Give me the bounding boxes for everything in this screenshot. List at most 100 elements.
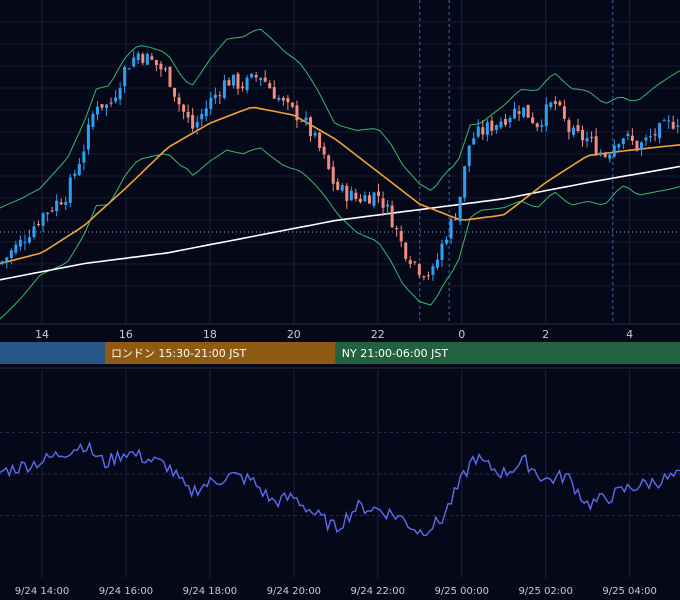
candle-body bbox=[250, 73, 254, 78]
candle-body bbox=[621, 138, 625, 145]
candle-body bbox=[399, 231, 403, 242]
candle-body bbox=[562, 106, 566, 119]
candle-body bbox=[100, 104, 104, 108]
candle-body bbox=[517, 111, 521, 114]
time-x-tick-label: 9/24 14:00 bbox=[15, 586, 69, 597]
candle-body bbox=[204, 108, 208, 117]
time-x-tick-label: 9/24 22:00 bbox=[351, 586, 405, 597]
candle-body bbox=[581, 129, 585, 141]
candle-body bbox=[132, 57, 136, 67]
candle-body bbox=[476, 126, 480, 137]
candle-body bbox=[268, 83, 272, 89]
candle-body bbox=[458, 196, 462, 222]
candle-body bbox=[241, 86, 245, 89]
time-x-tick-label: 9/25 00:00 bbox=[435, 586, 489, 597]
price-x-tick-label: 14 bbox=[35, 328, 49, 341]
candle-body bbox=[608, 154, 612, 159]
candle-body bbox=[349, 190, 353, 201]
candle-body bbox=[14, 244, 18, 253]
candle-body bbox=[626, 133, 630, 137]
moving-averages bbox=[0, 106, 680, 281]
candle-body bbox=[191, 114, 195, 129]
candle-body bbox=[585, 138, 589, 142]
candlesticks bbox=[0, 50, 680, 281]
candle-body bbox=[658, 123, 662, 139]
candle-body bbox=[141, 54, 145, 63]
time-x-tick-label: 9/24 16:00 bbox=[99, 586, 153, 597]
candle-body bbox=[603, 153, 607, 157]
candle-body bbox=[105, 104, 109, 109]
candle-body bbox=[5, 257, 9, 262]
candle-body bbox=[590, 136, 594, 138]
candle-body bbox=[218, 95, 222, 97]
candle-body bbox=[77, 163, 81, 175]
candle-body bbox=[612, 145, 616, 157]
price-x-tick-label: 18 bbox=[203, 328, 217, 341]
session-bar: ロンドン 15:30-21:00 JST NY 21:00-06:00 JST bbox=[0, 342, 680, 364]
candle-body bbox=[408, 260, 412, 264]
candle-body bbox=[639, 142, 643, 150]
candle-body bbox=[535, 123, 539, 128]
candle-body bbox=[494, 125, 498, 131]
candle-body bbox=[182, 104, 186, 112]
candle-body bbox=[599, 152, 603, 156]
candle-body bbox=[594, 136, 598, 155]
price-x-tick-label: 22 bbox=[371, 328, 385, 341]
candle-body bbox=[222, 80, 226, 98]
candle-body bbox=[23, 242, 27, 244]
candle-body bbox=[522, 107, 526, 117]
candle-body bbox=[336, 181, 340, 190]
candle-body bbox=[259, 77, 263, 81]
candle-body bbox=[322, 146, 326, 155]
oscillator-line bbox=[0, 441, 680, 537]
candle-body bbox=[454, 219, 458, 221]
candle-body bbox=[163, 68, 167, 70]
price-x-tick-label: 0 bbox=[458, 328, 465, 341]
candle-body bbox=[386, 204, 390, 207]
candle-body bbox=[313, 133, 317, 136]
candle-body bbox=[41, 213, 45, 226]
candle-body bbox=[540, 125, 544, 127]
candle-body bbox=[290, 102, 294, 107]
candle-body bbox=[445, 239, 449, 244]
oscillator-series-line bbox=[0, 441, 680, 537]
session-block bbox=[0, 342, 105, 364]
price-x-axis: 14 16 18 20 22 0 2 4 bbox=[35, 328, 633, 341]
candle-body bbox=[286, 98, 290, 103]
candle-body bbox=[413, 261, 417, 263]
candle-body bbox=[553, 101, 557, 104]
candle-body bbox=[558, 101, 562, 106]
candle-body bbox=[18, 239, 22, 247]
time-x-tick-label: 9/24 18:00 bbox=[183, 586, 237, 597]
candle-body bbox=[295, 105, 299, 121]
candle-body bbox=[231, 74, 235, 86]
candle-body bbox=[513, 108, 517, 119]
candle-body bbox=[186, 111, 190, 118]
candle-body bbox=[354, 192, 358, 199]
candle-body bbox=[367, 195, 371, 204]
candle-body bbox=[630, 135, 634, 141]
candle-body bbox=[272, 87, 276, 99]
ma-short-line bbox=[0, 106, 680, 265]
candle-body bbox=[363, 195, 367, 202]
candle-body bbox=[82, 151, 86, 163]
candle-body bbox=[281, 97, 285, 101]
price-x-tick-label: 2 bbox=[542, 328, 549, 341]
candle-body bbox=[59, 202, 63, 205]
candle-body bbox=[318, 132, 322, 149]
candle-body bbox=[150, 56, 154, 60]
candle-body bbox=[299, 120, 303, 122]
candle-body bbox=[227, 80, 231, 86]
candle-body bbox=[159, 63, 163, 70]
candle-body bbox=[372, 192, 376, 206]
candle-body bbox=[55, 200, 59, 212]
candle-body bbox=[395, 228, 399, 230]
bollinger-bands bbox=[0, 28, 680, 320]
candle-body bbox=[340, 185, 344, 191]
time-x-tick-label: 9/25 04:00 bbox=[602, 586, 656, 597]
candle-body bbox=[9, 250, 13, 259]
candle-body bbox=[653, 134, 657, 136]
candle-body bbox=[526, 104, 530, 118]
session-label: NY 21:00-06:00 JST bbox=[342, 347, 449, 360]
candle-body bbox=[145, 53, 149, 65]
